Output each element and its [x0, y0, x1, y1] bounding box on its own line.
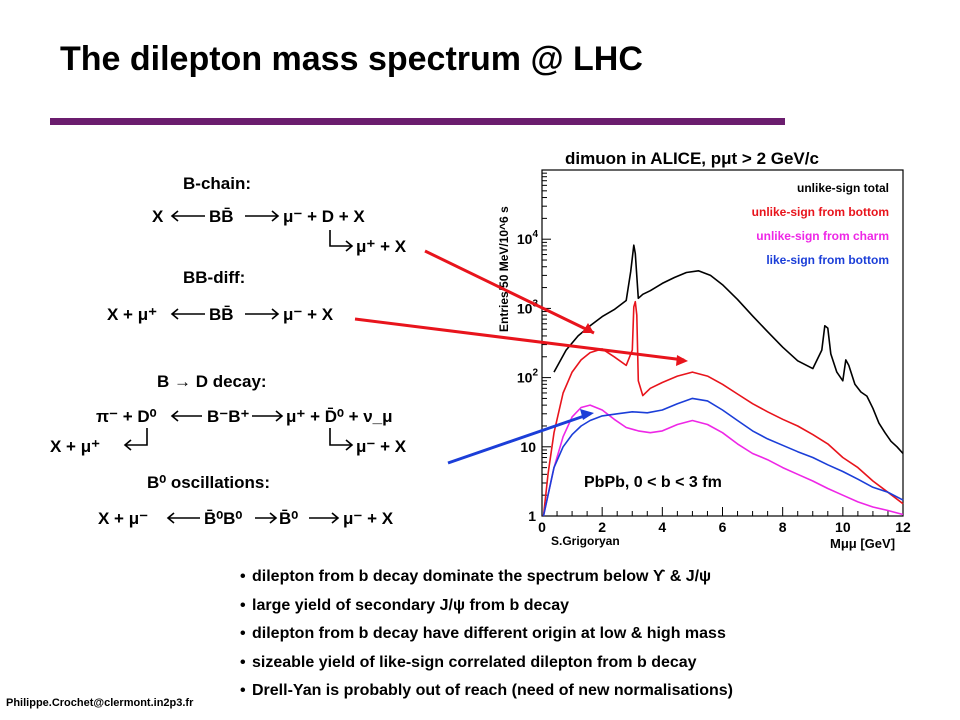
arrow-left-icon — [166, 512, 200, 524]
x-tick-label: 10 — [835, 519, 851, 535]
series-line-3 — [542, 397, 904, 517]
x-tick-label: 2 — [598, 519, 606, 535]
plot-frame — [541, 169, 904, 517]
b-d-decay-branch-left: X + μ⁺ — [50, 437, 100, 456]
series-line-1 — [542, 300, 904, 517]
arrow-right-icon — [245, 210, 280, 222]
b-chain-left: X — [152, 207, 164, 226]
arrowhead-icon — [582, 323, 594, 333]
bullet-item: • dilepton from b decay have different or… — [240, 625, 726, 643]
b-chain-right: μ⁻ + D + X — [283, 207, 365, 226]
arrow-left-icon — [170, 308, 205, 320]
b-chain-heading: B-chain: — [183, 174, 251, 193]
x-tick-label: 6 — [719, 519, 727, 535]
bchain-to-red-arrow — [424, 249, 595, 335]
bbdiff-to-red-arrow — [354, 317, 685, 362]
title-underline — [50, 118, 785, 125]
b-chain-diagram: B-chain: X BB̄ μ⁻ + D + X μ⁺ + X — [152, 174, 407, 256]
x-tick-label: 4 — [658, 519, 666, 535]
branch-arrow-icon — [329, 230, 354, 252]
dimuon-mass-chart: dimuon in ALICE, pμt > 2 GeV/c 0 2 4 6 8 10 12… — [497, 149, 911, 551]
arrow-left-icon — [170, 410, 202, 422]
connector-arrows — [354, 249, 688, 465]
b0-osc-middle: B̄⁰B⁰ — [204, 509, 242, 528]
bb-diff-diagram: BB-diff: X + μ⁺ BB̄ μ⁻ + X — [107, 268, 334, 324]
b0-osc-left: X + μ⁻ — [98, 509, 148, 528]
b-d-decay-heading: B → D decay: — [157, 372, 267, 391]
slide-title: The dilepton mass spectrum @ LHC — [60, 40, 643, 78]
bb-diff-middle: BB̄ — [209, 305, 234, 324]
x-tick-label: 8 — [779, 519, 787, 535]
b0-osc-heading: B⁰ oscillations: — [147, 473, 270, 492]
series-line-0 — [553, 244, 904, 455]
bullet-list: • dilepton from b decay dominate the spec… — [240, 566, 840, 709]
y-tick-label: 104 — [517, 229, 539, 247]
bullet-item: • large yield of secondary J/ψ from b dec… — [240, 596, 570, 614]
series-line-2 — [542, 404, 904, 517]
bullet-item: • dilepton from b decay dominate the spec… — [240, 568, 712, 585]
bullet-item: • Drell-Yan is probably out of reach (nee… — [240, 682, 733, 700]
bb-diff-heading: BB-diff: — [183, 268, 245, 287]
b-d-decay-left: π⁻ + D⁰ — [96, 407, 157, 426]
y-tick-label: 1 — [528, 508, 536, 524]
arrowhead-icon — [580, 409, 594, 420]
legend-entry: unlike-sign from bottom — [752, 205, 889, 219]
y-axis-label: Entries/50 MeV/10^6 s — [497, 206, 511, 332]
legend-entry: like-sign from bottom — [766, 253, 889, 267]
arrow-left-icon — [170, 210, 205, 222]
arrow-right-icon — [252, 410, 284, 422]
legend-entry: unlike-sign from charm — [756, 229, 889, 243]
bb-diff-right: μ⁻ + X — [283, 305, 334, 324]
b-chain-branch: μ⁺ + X — [356, 237, 407, 256]
b0-osc-middle2: B̄⁰ — [279, 509, 298, 528]
branch-arrow-icon — [329, 428, 354, 451]
y-tick-label: 10 — [520, 439, 536, 455]
bd-to-blue-arrow — [447, 412, 591, 465]
arrow-right-icon — [255, 512, 278, 524]
b-d-decay-diagram: B → D decay: π⁻ + D⁰ B⁻B⁺ μ⁺ + D̄⁰ + ν_μ… — [50, 372, 407, 456]
x-axis-label: Mμμ [GeV] — [830, 536, 895, 551]
arrow-right-icon — [245, 308, 280, 320]
chart-legend: unlike-sign total unlike-sign from bottom… — [752, 181, 889, 267]
x-tick-label: 0 — [538, 519, 546, 535]
footer-email: Philippe.Crochet@clermont.in2p3.fr — [6, 697, 194, 709]
b0-oscillation-diagram: B⁰ oscillations: X + μ⁻ B̄⁰B⁰ B̄⁰ μ⁻ + X — [98, 473, 394, 528]
arrowhead-icon — [676, 355, 688, 366]
x-tick-label: 12 — [895, 519, 911, 535]
b-d-decay-branch-right: μ⁻ + X — [356, 437, 407, 456]
legend-entry: unlike-sign total — [797, 181, 889, 195]
chart-credit: S.Grigoryan — [551, 534, 620, 548]
b-chain-middle: BB̄ — [209, 207, 234, 226]
chart-title: dimuon in ALICE, pμt > 2 GeV/c — [565, 149, 819, 168]
chart-annotation: PbPb, 0 < b < 3 fm — [584, 474, 722, 491]
b-d-decay-right: μ⁺ + D̄⁰ + ν_μ — [286, 407, 393, 426]
bullet-item: • sizeable yield of like-sign correlated … — [240, 653, 697, 671]
branch-arrow-icon — [123, 428, 148, 451]
series-lines — [542, 244, 904, 517]
arrow-right-icon — [309, 512, 340, 524]
bb-diff-left: X + μ⁺ — [107, 305, 157, 324]
b0-osc-right: μ⁻ + X — [343, 509, 394, 528]
b-d-decay-middle: B⁻B⁺ — [207, 407, 250, 426]
y-tick-label: 102 — [517, 368, 539, 386]
